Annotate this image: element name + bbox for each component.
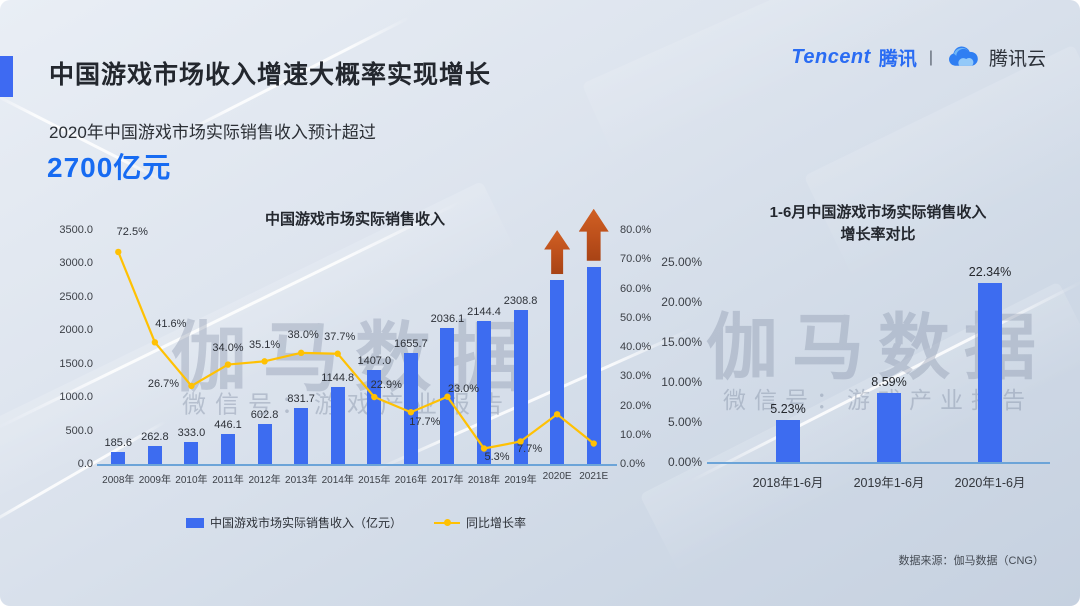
- bar-value-label: 5.23%: [770, 402, 806, 417]
- x-axis-label: 2011年: [212, 475, 244, 486]
- y-axis-tick-right: 20.0%: [620, 399, 652, 412]
- chart-legend: 中国游戏市场实际销售收入（亿元） 同比增长率: [100, 514, 612, 531]
- legend-label: 同比增长率: [466, 516, 527, 530]
- growth-rate-label: 5.3%: [484, 451, 510, 464]
- growth-rate-label: 26.7%: [147, 377, 180, 390]
- bar-2020年1-6月: [978, 283, 1002, 462]
- chart-title-line1: 1-6月中国游戏市场实际销售收入: [769, 204, 987, 221]
- y-axis-tick-left: 2500.0: [59, 290, 93, 303]
- data-source-note: 数据来源：伽马数据（CNG）: [898, 555, 1044, 567]
- growth-rate-label: 35.1%: [248, 339, 281, 352]
- y-axis-tick-left: 1500.0: [59, 357, 93, 370]
- y-axis-tick-right: 40.0%: [620, 341, 652, 353]
- y-axis-tick-left: 3500.0: [59, 224, 93, 236]
- y-axis-tick-right: 80.0%: [620, 224, 652, 236]
- x-axis-line: [707, 462, 1050, 464]
- tencent-logo-cn: 腾讯: [878, 49, 917, 70]
- chart-market-revenue: 伽马数据 微信号：游戏产业报告 中国游戏市场实际销售收入 中国游戏市场实际销售收…: [55, 203, 667, 548]
- x-axis-label: 2018年1-6月: [752, 476, 824, 490]
- growth-rate-label: 38.0%: [287, 328, 319, 341]
- title-accent-bar: [0, 56, 13, 97]
- x-axis-label: 2015年: [358, 475, 391, 486]
- x-axis-label: 2017年: [431, 475, 464, 486]
- x-axis-label: 2010年: [175, 475, 208, 486]
- growth-rate-label: 7.7%: [517, 443, 543, 456]
- chart-h1-growth-compare: 伽马数据 微信号：游戏产业报告 1-6月中国游戏市场实际销售收入 增长率对比 0…: [650, 195, 1070, 510]
- watermark-subtext: 微信号：游戏产业报告: [723, 381, 1033, 415]
- bar-2019年1-6月: [877, 393, 901, 462]
- legend-item-revenue: 中国游戏市场实际销售收入（亿元）: [185, 514, 402, 531]
- x-axis-label: 2014年: [321, 475, 354, 486]
- y-axis-tick-left: 2000.0: [59, 324, 93, 337]
- y-axis-tick: 5.00%: [667, 415, 702, 429]
- x-axis-label: 2021E: [579, 471, 609, 482]
- bar-2018年1-6月: [776, 420, 800, 462]
- growth-rate-label: 22.9%: [370, 379, 402, 392]
- growth-rate-label: 37.7%: [324, 330, 356, 343]
- y-axis-tick-right: 50.0%: [620, 311, 652, 324]
- growth-rate-label: 41.6%: [155, 318, 187, 331]
- tencent-logo-text: Tencent: [791, 46, 871, 68]
- tencent-cloud-label: 腾讯云: [988, 49, 1046, 70]
- y-axis-tick-left: 1000.0: [59, 391, 93, 404]
- watermark-text: 伽马数据: [171, 316, 539, 401]
- bar-2012年: [257, 423, 272, 464]
- y-axis-tick: 20.00%: [661, 295, 702, 309]
- y-axis-tick: 0.00%: [667, 455, 702, 469]
- growth-rate-label: 72.5%: [116, 225, 148, 238]
- x-axis-label: 2020E: [542, 471, 572, 482]
- y-axis-tick-right: 60.0%: [620, 282, 652, 295]
- y-axis-tick-left: 500.0: [65, 424, 93, 437]
- chart-title-line2: 增长率对比: [840, 226, 916, 243]
- bar-2010年: [184, 441, 199, 464]
- tencent-cloud-icon: [945, 46, 979, 70]
- page-subtitle: 2020年中国游戏市场实际销售收入预计超过: [49, 123, 376, 142]
- x-axis-label: 2012年: [248, 475, 281, 486]
- x-axis-label: 2018年: [467, 475, 501, 486]
- x-axis-label: 2009年: [138, 475, 171, 486]
- y-axis-tick-right: 70.0%: [620, 253, 652, 266]
- x-axis-line: [97, 464, 617, 466]
- growth-rate-label: 17.7%: [409, 416, 441, 429]
- x-axis-label: 2020年1-6月: [954, 476, 1026, 490]
- growth-rate-label: 34.0%: [212, 341, 244, 354]
- bar-value-label: 2144.4: [467, 305, 501, 318]
- highlight-figure: 2700亿元: [47, 152, 172, 183]
- y-axis-tick: 15.00%: [661, 335, 702, 349]
- y-axis-tick-right: 10.0%: [620, 428, 652, 441]
- chart-title: 中国游戏市场实际销售收入: [264, 211, 446, 228]
- x-axis-label: 2019年1-6月: [853, 476, 925, 490]
- legend-line-swatch: [434, 519, 460, 526]
- x-axis-label: 2008年: [102, 475, 135, 486]
- brand-logos: Tencent 腾讯 | 腾讯云: [791, 44, 1046, 71]
- bar-value-label: 22.34%: [968, 265, 1012, 280]
- x-axis-label: 2019年: [504, 475, 537, 486]
- y-axis-tick: 25.00%: [661, 255, 702, 269]
- growth-rate-line: [115, 248, 597, 452]
- background-decoration: [581, 0, 1080, 167]
- bar-value-label: 8.59%: [871, 375, 907, 390]
- y-axis-tick-left: 3000.0: [59, 257, 93, 270]
- logo-divider: |: [928, 48, 933, 66]
- y-axis-tick-right: 0.0%: [620, 458, 646, 470]
- y-axis-tick-right: 30.0%: [620, 370, 652, 383]
- page-title: 中国游戏市场收入增速大概率实现增长: [49, 61, 492, 89]
- legend-label: 中国游戏市场实际销售收入（亿元）: [209, 516, 402, 530]
- x-axis-label: 2016年: [394, 475, 427, 486]
- bar-2011年: [221, 434, 235, 464]
- x-axis-label: 2013年: [285, 475, 318, 486]
- bar-value-label: 2308.8: [503, 294, 538, 307]
- growth-rate-label: 23.0%: [447, 382, 480, 395]
- legend-item-growth: 同比增长率: [434, 514, 526, 531]
- legend-bar-swatch: [185, 517, 204, 528]
- y-axis-tick-left: 0.0: [77, 458, 93, 470]
- y-axis-tick: 10.00%: [661, 375, 702, 389]
